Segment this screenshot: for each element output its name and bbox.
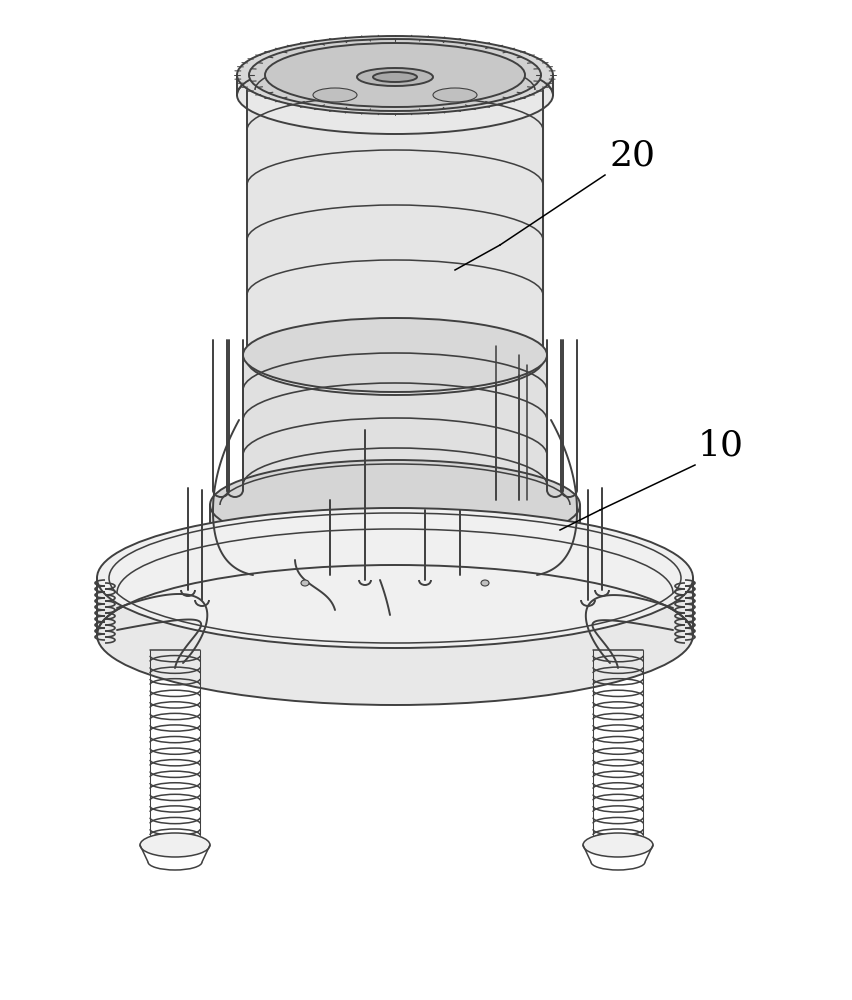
- Ellipse shape: [247, 325, 543, 395]
- Ellipse shape: [301, 580, 309, 586]
- Polygon shape: [237, 75, 553, 95]
- Ellipse shape: [210, 530, 580, 620]
- Ellipse shape: [481, 580, 489, 586]
- Ellipse shape: [210, 460, 580, 550]
- Polygon shape: [243, 355, 547, 510]
- Polygon shape: [97, 578, 693, 635]
- Ellipse shape: [313, 88, 357, 102]
- Ellipse shape: [583, 833, 653, 857]
- Ellipse shape: [433, 88, 477, 102]
- Ellipse shape: [97, 508, 693, 648]
- Ellipse shape: [243, 318, 547, 392]
- Ellipse shape: [249, 39, 541, 111]
- Polygon shape: [210, 505, 580, 575]
- Polygon shape: [247, 90, 543, 360]
- Ellipse shape: [140, 833, 210, 857]
- Ellipse shape: [243, 473, 547, 547]
- Ellipse shape: [373, 72, 417, 82]
- Text: 10: 10: [698, 428, 744, 462]
- Ellipse shape: [97, 565, 693, 705]
- Ellipse shape: [237, 56, 553, 134]
- Ellipse shape: [357, 68, 433, 86]
- Text: 20: 20: [610, 138, 656, 172]
- Ellipse shape: [237, 36, 553, 114]
- Ellipse shape: [265, 43, 525, 107]
